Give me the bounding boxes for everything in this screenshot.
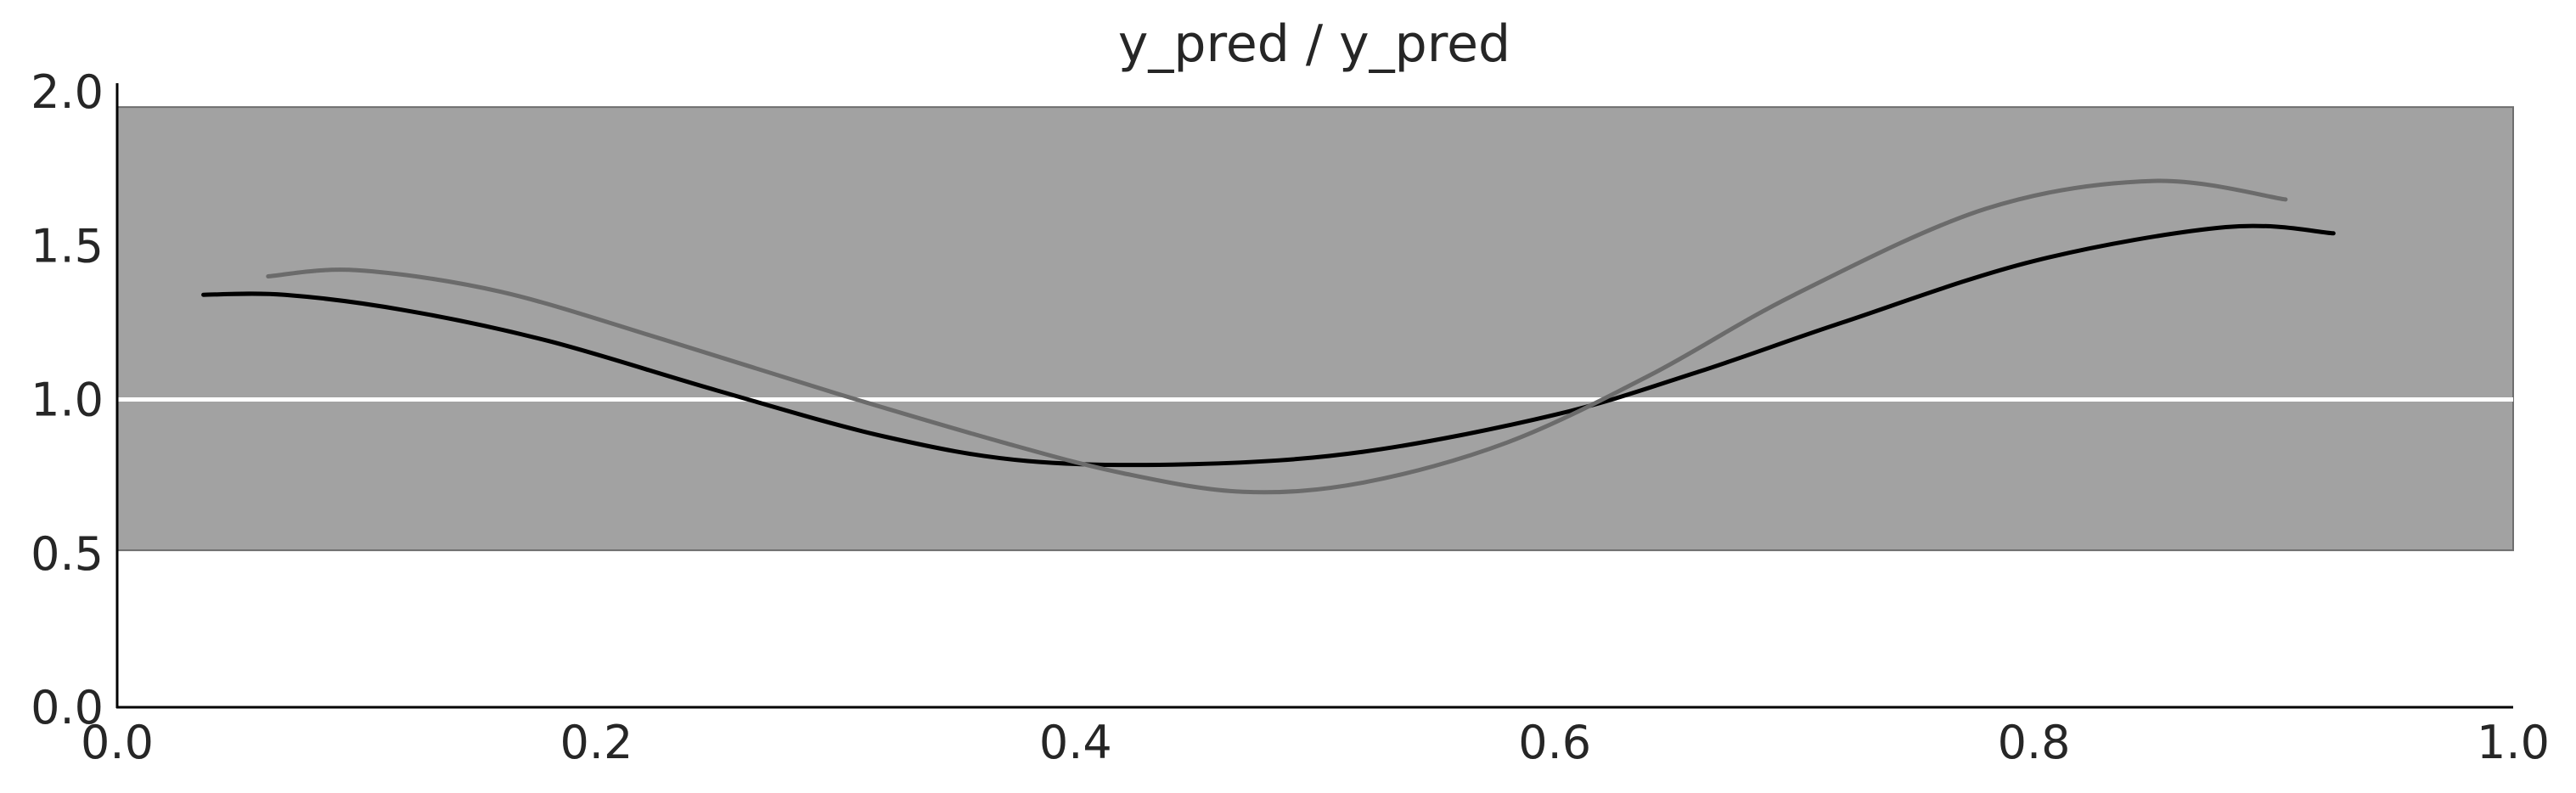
y-tick-label: 0.0 [31,681,104,734]
confidence-band [116,106,2514,552]
x-tick-label: 1.0 [2477,716,2550,769]
series-line-2 [266,178,2288,495]
y-tick-label: 2.0 [31,65,104,119]
series-line-1 [201,223,2336,468]
y-tick-label: 1.5 [31,219,104,273]
y-tick-label: 0.5 [31,527,104,581]
x-tick-label: 0.4 [1039,716,1112,769]
y-tick-label: 1.0 [31,374,104,427]
x-tick-label: 0.6 [1518,716,1591,769]
x-tick-label: 0.2 [560,716,633,769]
x-tick-label: 0.0 [81,716,154,769]
chart-title: y_pred / y_pred [1118,14,1510,74]
x-tick-label: 0.8 [1998,716,2071,769]
